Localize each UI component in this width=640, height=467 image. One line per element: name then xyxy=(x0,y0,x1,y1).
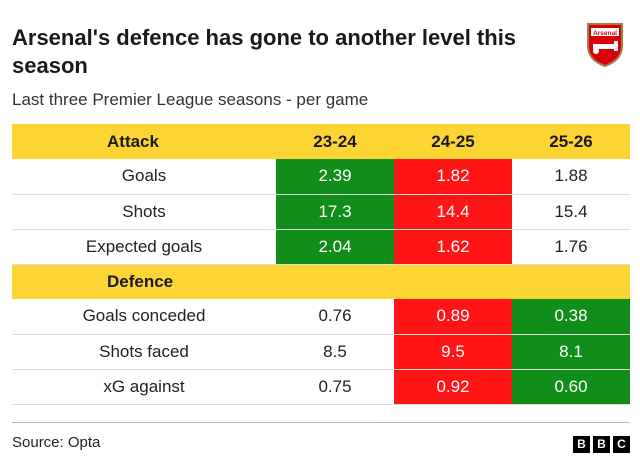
value-cell: 1.76 xyxy=(512,229,630,265)
value-cell: 14.4 xyxy=(394,194,512,230)
arsenal-crest-icon: Arsenal xyxy=(587,23,623,68)
value-cell: 0.76 xyxy=(276,299,394,335)
bbc-logo-letter: B xyxy=(593,436,610,453)
column-header: 23-24 xyxy=(276,124,394,159)
value-cell: 1.62 xyxy=(394,229,512,265)
value-cell: 8.5 xyxy=(276,334,394,370)
section-label: Defence xyxy=(12,264,276,299)
footer-divider xyxy=(12,422,630,423)
value-cell: 15.4 xyxy=(512,194,630,230)
row-label: Expected goals xyxy=(12,229,276,265)
table-row: Goals conceded 0.76 0.89 0.38 xyxy=(12,299,630,335)
table-row: Expected goals 2.04 1.62 1.76 xyxy=(12,229,630,265)
chart-title: Arsenal's defence has gone to another le… xyxy=(12,25,517,78)
bbc-logo-letter: C xyxy=(613,436,630,453)
row-label: Goals conceded xyxy=(12,299,276,335)
source-note: Source: Opta xyxy=(12,434,101,451)
row-label: Goals xyxy=(12,159,276,195)
value-cell: 0.60 xyxy=(512,369,630,405)
value-cell: 17.3 xyxy=(276,194,394,230)
value-cell: 0.89 xyxy=(394,299,512,335)
section-header-attack: Attack 23-24 24-25 25-26 xyxy=(12,124,630,159)
value-cell: 1.82 xyxy=(394,159,512,195)
table-row: Goals 2.39 1.82 1.88 xyxy=(12,159,630,195)
crest-label: Arsenal xyxy=(593,30,617,37)
value-cell: 2.04 xyxy=(276,229,394,265)
row-label: xG against xyxy=(12,369,276,405)
row-label: Shots faced xyxy=(12,334,276,370)
column-header: 24-25 xyxy=(394,124,512,159)
value-cell: 9.5 xyxy=(394,334,512,370)
section-header-defence: Defence xyxy=(12,264,630,299)
value-cell: 0.75 xyxy=(276,369,394,405)
value-cell: 1.88 xyxy=(512,159,630,195)
table-row: xG against 0.75 0.92 0.60 xyxy=(12,369,630,405)
value-cell: 2.39 xyxy=(276,159,394,195)
bbc-logo: B B C xyxy=(573,436,630,453)
column-header: 25-26 xyxy=(512,124,630,159)
stats-table: Attack 23-24 24-25 25-26 Goals 2.39 1.82… xyxy=(12,124,630,405)
table-row: Shots faced 8.5 9.5 8.1 xyxy=(12,334,630,370)
chart-subtitle: Last three Premier League seasons - per … xyxy=(12,90,369,109)
section-label: Attack xyxy=(12,124,276,159)
value-cell: 0.92 xyxy=(394,369,512,405)
table-row: Shots 17.3 14.4 15.4 xyxy=(12,194,630,230)
bbc-logo-letter: B xyxy=(573,436,590,453)
value-cell: 8.1 xyxy=(512,334,630,370)
value-cell: 0.38 xyxy=(512,299,630,335)
row-label: Shots xyxy=(12,194,276,230)
